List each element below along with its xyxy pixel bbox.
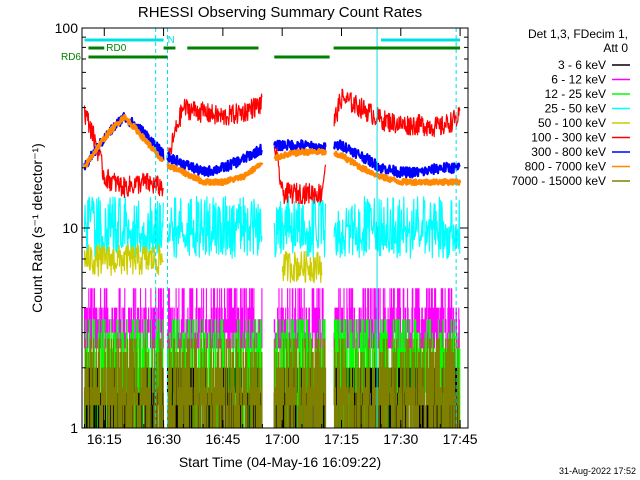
- x-tick-label: 17:15: [324, 431, 359, 447]
- x-tick-label: 16:30: [146, 431, 181, 447]
- series-line: [83, 112, 461, 179]
- series-100-300-kev: [83, 88, 461, 205]
- legend-header-line-2: Att 0: [603, 41, 628, 55]
- legend-label: 6 - 12 keV: [551, 73, 606, 87]
- series-300-800-kev: [83, 112, 461, 179]
- x-axis-label: Start Time (04-May-16 16:09:22): [179, 454, 381, 470]
- plot-area: N RD0 RD6: [61, 28, 462, 428]
- x-tick-label: 16:45: [205, 431, 240, 447]
- legend-label: 800 - 7000 keV: [525, 160, 606, 174]
- legend-label: 12 - 25 keV: [545, 87, 606, 101]
- x-tick-label: 17:00: [265, 431, 300, 447]
- y-tick-label: 100: [55, 20, 79, 36]
- flag-label-rd0: RD0: [106, 43, 126, 54]
- legend-label: 3 - 6 keV: [558, 58, 606, 72]
- series-800-7000-kev: [83, 113, 462, 187]
- x-tick-label: 17:30: [383, 431, 418, 447]
- series-25-50-kev: [83, 195, 461, 260]
- x-tick-label: 17:45: [443, 431, 478, 447]
- series-line: [83, 88, 461, 205]
- series-line: [83, 244, 323, 284]
- y-tick-label: 10: [62, 220, 78, 236]
- x-tick-label: 16:15: [87, 431, 122, 447]
- legend-label: 50 - 100 keV: [538, 116, 606, 130]
- flag-label-n: N: [168, 35, 175, 46]
- series-7000-15000-kev: [83, 338, 460, 428]
- footer-timestamp: 31-Aug-2022 17:52: [559, 466, 636, 476]
- flag-label-rd6: RD6: [61, 52, 81, 63]
- series-line: [83, 113, 462, 187]
- series-line: [83, 338, 460, 428]
- legend-header-line-1: Det 1,3, FDecim 1,: [528, 27, 628, 41]
- legend-label: 300 - 800 keV: [531, 145, 606, 159]
- y-tick-label: 1: [70, 420, 78, 436]
- y-axis-label: Count Rate (s⁻¹ detector⁻¹): [29, 143, 45, 313]
- legend-label: 25 - 50 keV: [545, 102, 606, 116]
- series-50-100-kev: [83, 244, 323, 284]
- chart-title: RHESSI Observing Summary Count Rates: [138, 4, 422, 21]
- legend-label: 7000 - 15000 keV: [511, 174, 606, 188]
- series-line: [83, 195, 461, 260]
- axis-ticks: 16:15 16:30 16:45 17:00 17:15 17:30 17:45 1 10 10…: [55, 20, 478, 447]
- legend-label: 100 - 300 keV: [531, 131, 606, 145]
